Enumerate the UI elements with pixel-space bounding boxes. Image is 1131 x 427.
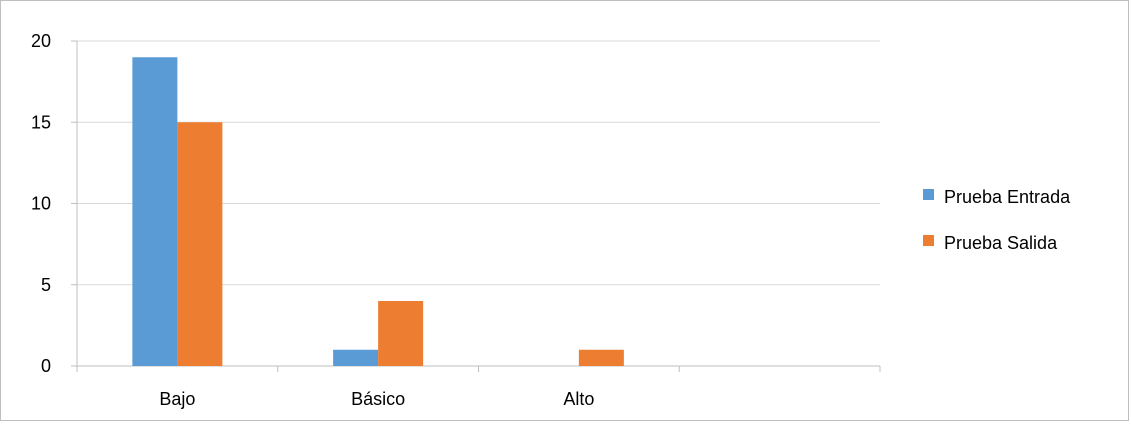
y-tick-label: 0 <box>41 356 51 376</box>
y-tick-label: 20 <box>31 31 51 51</box>
y-tick-label: 5 <box>41 275 51 295</box>
legend-label: Prueba Salida <box>944 233 1058 253</box>
y-tick-label: 10 <box>31 194 51 214</box>
x-category-label: Alto <box>563 389 594 409</box>
bar <box>578 349 624 366</box>
bar <box>132 57 178 366</box>
bar <box>333 349 379 366</box>
legend-swatch <box>923 189 934 200</box>
bar <box>378 301 424 366</box>
legend-swatch <box>923 235 934 246</box>
x-category-label: Bajo <box>159 389 195 409</box>
y-tick-label: 15 <box>31 112 51 132</box>
x-category-label: Básico <box>351 389 405 409</box>
bar <box>177 122 223 366</box>
legend-label: Prueba Entrada <box>944 187 1071 207</box>
